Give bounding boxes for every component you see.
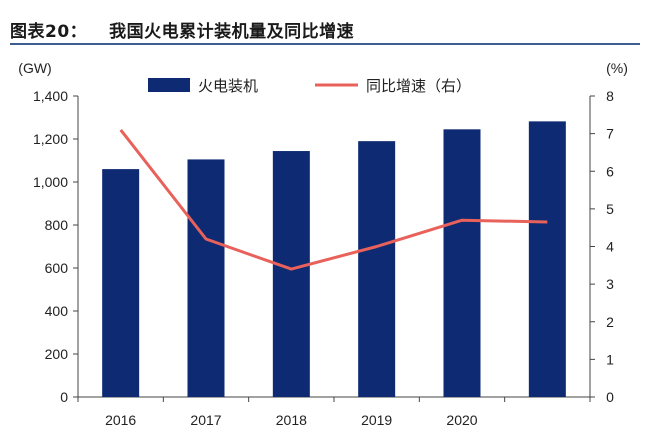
legend: 火电装机 同比增速（右）: [148, 78, 471, 95]
bar-2019: [358, 141, 396, 397]
x-tick-label: 2019: [361, 412, 392, 428]
left-tick-label: 0: [60, 389, 68, 405]
left-tick-label: 600: [45, 260, 69, 276]
legend-label-bar: 火电装机: [198, 78, 258, 95]
figure-title-text: 我国火电累计装机量及同比增速: [109, 22, 355, 42]
line-group: [119, 128, 548, 271]
title-rule: [10, 43, 640, 45]
right-tick-label: 5: [606, 201, 614, 217]
axes-group: 0 200 400 600 800 1,000 1,200 1,400 0 1 2 3 4 5 6 7 8 201…: [33, 88, 614, 428]
x-tick-label: 2018: [276, 412, 307, 428]
legend-label-line: 同比增速（右）: [366, 78, 471, 95]
right-tick-label: 8: [606, 88, 614, 104]
right-tick-label: 7: [606, 126, 614, 142]
figure-title: 图表20： 我国火电累计装机量及同比增速: [10, 17, 354, 42]
bar-2020: [443, 129, 481, 397]
bar-2017: [187, 159, 225, 397]
right-tick-label: 2: [606, 314, 614, 330]
left-tick-label: 400: [45, 303, 69, 319]
figure-label: 图表20：: [10, 22, 88, 42]
growth-line: [119, 128, 548, 271]
legend-swatch-bar: [148, 78, 190, 92]
left-tick-label: 200: [45, 346, 69, 362]
right-tick-label: 6: [606, 163, 614, 179]
left-tick-label: 1,200: [33, 131, 68, 147]
right-tick-label: 0: [606, 389, 614, 405]
bar-2016: [102, 169, 140, 397]
right-tick-label: 1: [606, 351, 614, 367]
x-tick-label: 2016: [105, 412, 136, 428]
x-tick-label: 2020: [446, 412, 477, 428]
bar-2018: [272, 151, 310, 397]
right-tick-label: 3: [606, 276, 614, 292]
left-tick-label: 1,000: [33, 174, 68, 190]
bars-group: [102, 121, 566, 398]
left-axis-unit: (GW): [18, 60, 51, 76]
right-tick-label: 4: [606, 239, 614, 255]
x-tick-label: 2017: [190, 412, 221, 428]
right-axis-unit: (%): [606, 60, 628, 76]
left-tick-label: 1,400: [33, 88, 68, 104]
bar-last: [528, 121, 566, 398]
left-tick-label: 800: [45, 217, 69, 233]
